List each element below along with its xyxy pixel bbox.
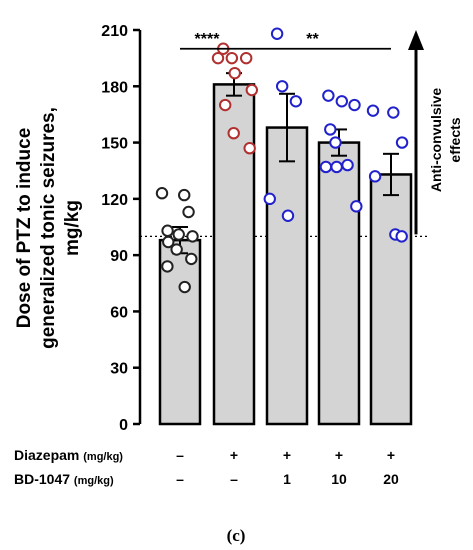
data-point	[178, 188, 191, 202]
data-point	[219, 98, 232, 112]
bar-group	[211, 42, 259, 426]
data-point	[228, 66, 241, 80]
bar	[158, 238, 202, 426]
data-point	[319, 160, 333, 174]
condition-value: 20	[383, 471, 399, 487]
data-point	[368, 170, 382, 183]
condition-label: Diazepam (mg/kg)	[14, 447, 123, 463]
data-point	[227, 126, 240, 140]
y-axis-title-line: Dose of PTZ to induce	[14, 128, 35, 329]
data-point	[211, 51, 225, 65]
condition-value: –	[230, 471, 238, 487]
condition-value: –	[176, 447, 184, 463]
data-point	[341, 158, 354, 172]
panel-label: (c)	[227, 526, 246, 545]
bar-group	[263, 27, 309, 426]
data-point	[243, 142, 256, 155]
annotation-text: Anti-convulsive	[428, 88, 444, 192]
y-tick-label: 0	[119, 417, 128, 434]
y-tick-label: 180	[101, 79, 128, 96]
data-point	[185, 252, 198, 266]
y-axis: 0 30 60 90 120 150 180 210	[101, 23, 142, 434]
y-tick-label: 150	[101, 136, 128, 153]
bar	[212, 83, 256, 426]
data-point	[172, 228, 185, 241]
data-point	[335, 95, 349, 108]
condition-value: +	[335, 447, 343, 463]
condition-unit: (mg/kg)	[83, 451, 123, 463]
condition-value: +	[283, 447, 291, 463]
bars	[155, 27, 413, 426]
data-point	[155, 187, 169, 200]
data-point	[161, 224, 174, 237]
condition-value: +	[387, 447, 395, 463]
data-point	[161, 260, 174, 273]
y-tick-label: 90	[110, 248, 128, 265]
data-point	[289, 95, 303, 108]
condition-value: 1	[283, 471, 291, 487]
y-axis-title-line: generalized tonic seizures,	[38, 107, 59, 349]
condition-unit: (mg/kg)	[74, 475, 114, 487]
condition-value: –	[176, 471, 184, 487]
bar-group	[317, 89, 363, 426]
condition-label: BD-1047 (mg/kg)	[14, 471, 114, 487]
arrow-head	[408, 30, 424, 50]
data-point	[270, 27, 284, 40]
bar-group	[366, 104, 413, 426]
significance-brackets: **** **	[180, 31, 391, 50]
data-point	[281, 209, 295, 222]
significance-label: **	[306, 31, 319, 48]
bar-group	[155, 187, 202, 426]
data-point	[182, 205, 195, 219]
data-point	[239, 51, 253, 65]
data-point	[366, 104, 380, 117]
bar	[265, 126, 309, 426]
data-point	[178, 280, 191, 294]
condition-value: 10	[331, 471, 347, 487]
data-point	[170, 243, 183, 256]
data-point	[387, 106, 400, 119]
data-point	[350, 200, 363, 213]
bar	[317, 141, 361, 426]
y-tick-label: 30	[110, 361, 128, 378]
y-tick-label: 210	[101, 23, 128, 40]
y-axis-label: Dose of PTZ to induce generalized tonic s…	[14, 107, 83, 349]
data-point	[275, 80, 289, 93]
data-point	[263, 192, 276, 206]
condition-table: Diazepam (mg/kg) – + + + + BD-1047 (mg/kg) – – 1 1…	[14, 447, 399, 487]
anti-convulsive-annotation: Anti-convulsive effects	[408, 30, 463, 235]
data-point	[395, 230, 408, 243]
data-point	[245, 83, 259, 97]
bar	[369, 173, 413, 426]
data-point	[186, 230, 199, 243]
data-point	[330, 160, 343, 174]
data-point	[329, 136, 342, 149]
y-tick-label: 120	[101, 192, 128, 209]
annotation-text: effects	[447, 117, 463, 162]
data-point	[324, 123, 337, 136]
data-point	[395, 136, 409, 149]
data-point	[225, 51, 239, 65]
condition-value: +	[230, 447, 238, 463]
data-point	[348, 98, 361, 112]
significance-label: ****	[195, 31, 221, 48]
data-point	[322, 89, 335, 102]
y-axis-title-line: mg/kg	[62, 200, 83, 256]
data-point	[162, 235, 175, 249]
y-tick-label: 60	[110, 304, 128, 321]
